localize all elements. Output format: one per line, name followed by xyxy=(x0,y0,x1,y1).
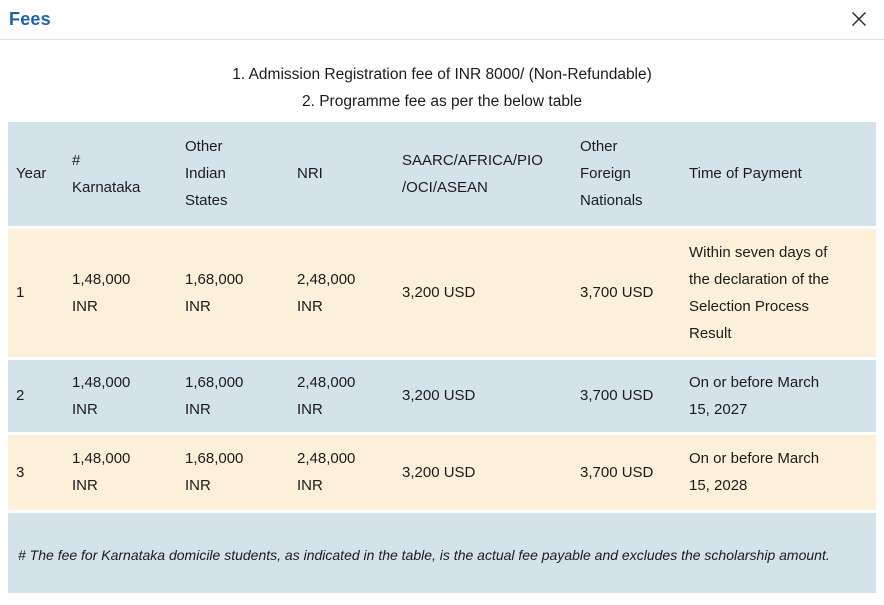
table-row-year-3: 3 1,48,000 INR 1,68,000 INR 2,48,000 INR… xyxy=(8,433,876,511)
saarc-fee-cell: 3,200 USD xyxy=(402,463,476,481)
column-header-time-of-payment: Time of Payment xyxy=(689,165,802,183)
modal-header: Fees xyxy=(0,0,884,40)
karnataka-footnote: # The fee for Karnataka domicile student… xyxy=(18,546,830,563)
other-indian-fee-cell: 1,68,000 INR xyxy=(185,270,244,315)
fees-table: Year # Karnataka Other Indian States NRI… xyxy=(8,122,876,593)
time-of-payment-cell: Within seven days of the declaration of … xyxy=(689,243,830,342)
column-header-saarc: SAARC/AFRICA/PIO /OCI/ASEAN xyxy=(402,151,543,196)
column-header-nri: NRI xyxy=(297,165,323,183)
column-header-other-foreign-nationals: Other Foreign Nationals xyxy=(580,138,643,210)
karnataka-fee-cell: 1,48,000 INR xyxy=(72,373,131,418)
intro-text: 1. Admission Registration fee of INR 800… xyxy=(0,61,884,115)
footnote-row: # The fee for Karnataka domicile student… xyxy=(8,511,876,593)
table-row-year-1: 1 1,48,000 INR 1,68,000 INR 2,48,000 INR… xyxy=(8,227,876,358)
other-foreign-fee-cell: 3,700 USD xyxy=(580,284,654,301)
nri-fee-cell: 2,48,000 INR xyxy=(297,373,356,418)
time-of-payment-cell: On or before March 15, 2028 xyxy=(689,450,820,494)
column-header-year: Year xyxy=(16,165,47,183)
table-row-year-2: 2 1,48,000 INR 1,68,000 INR 2,48,000 INR… xyxy=(8,358,876,433)
close-button[interactable] xyxy=(848,8,870,30)
nri-fee-cell: 2,48,000 INR xyxy=(297,270,356,315)
intro-line-2: 2. Programme fee as per the below table xyxy=(301,93,582,110)
year-cell: 3 xyxy=(16,463,25,481)
time-of-payment-cell: On or before March 15, 2027 xyxy=(689,373,820,418)
other-indian-fee-cell: 1,68,000 INR xyxy=(185,450,244,494)
table-header-row: Year # Karnataka Other Indian States NRI… xyxy=(8,122,876,227)
year-cell: 2 xyxy=(16,387,25,404)
saarc-fee-cell: 3,200 USD xyxy=(402,284,476,301)
intro-line-1: 1. Admission Registration fee of INR 800… xyxy=(232,66,652,83)
close-icon xyxy=(852,12,866,26)
column-header-karnataka: # Karnataka xyxy=(72,151,141,196)
other-foreign-fee-cell: 3,700 USD xyxy=(580,387,654,404)
saarc-fee-cell: 3,200 USD xyxy=(402,387,476,404)
karnataka-fee-cell: 1,48,000 INR xyxy=(72,450,131,494)
other-indian-fee-cell: 1,68,000 INR xyxy=(185,373,244,418)
nri-fee-cell: 2,48,000 INR xyxy=(297,450,356,494)
modal-title: Fees xyxy=(9,8,51,29)
year-cell: 1 xyxy=(16,284,25,301)
karnataka-fee-cell: 1,48,000 INR xyxy=(72,270,131,315)
other-foreign-fee-cell: 3,700 USD xyxy=(580,463,654,481)
column-header-other-indian-states: Other Indian States xyxy=(185,138,228,210)
